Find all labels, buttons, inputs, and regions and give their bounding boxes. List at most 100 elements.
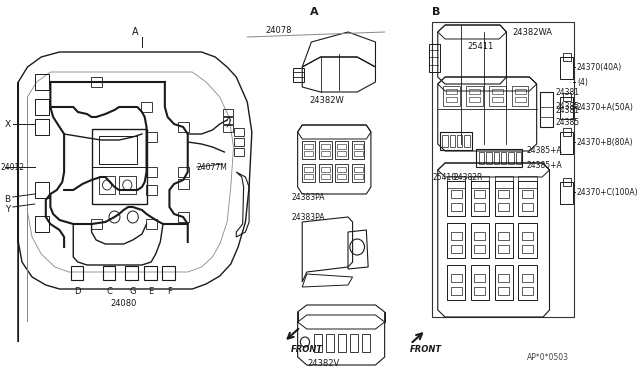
Bar [465,135,470,147]
Bar [353,144,363,149]
Bar [91,219,102,229]
Bar [474,232,485,240]
Bar [451,245,461,253]
Bar [495,181,513,216]
Bar [474,190,485,198]
Bar [234,138,244,146]
Text: 24077M: 24077M [197,163,228,171]
Bar [353,167,363,172]
Bar [35,99,49,115]
Bar [563,53,570,61]
Bar [495,223,513,258]
Bar [337,174,346,179]
Bar [146,185,157,195]
Bar [561,182,573,204]
Bar [479,152,484,164]
Bar [353,174,363,179]
Text: X: X [4,119,11,128]
Bar [471,176,489,188]
Bar [518,265,537,300]
Bar [429,44,440,72]
Text: 24382R: 24382R [453,173,483,182]
Bar [337,151,346,156]
Bar [451,203,461,211]
Bar [522,274,533,282]
Bar [119,176,136,194]
Bar [486,152,492,164]
Text: Y: Y [4,205,10,214]
Bar [446,97,457,102]
Bar [466,86,483,106]
Text: 24385: 24385 [556,102,580,110]
Bar [540,92,553,127]
Bar [561,97,573,119]
Bar [35,119,49,135]
Bar [146,167,157,177]
Text: A: A [310,7,318,17]
Bar [337,167,346,172]
Bar [522,245,533,253]
Bar [146,219,157,229]
Bar [234,128,244,136]
Text: 24382W: 24382W [310,96,344,105]
Bar [141,102,152,112]
Text: 24012: 24012 [1,163,25,171]
Bar [304,151,313,156]
Bar [35,216,49,232]
Bar [447,265,465,300]
Bar [561,132,573,154]
Text: A: A [132,27,139,37]
Bar [451,232,461,240]
Bar [495,176,513,188]
Bar [508,152,514,164]
Bar [563,178,570,186]
Text: 24382WA: 24382WA [513,28,553,36]
Bar [304,167,313,172]
Bar [338,334,346,352]
Bar [178,167,189,177]
Bar [125,266,138,280]
Bar [432,22,574,317]
Bar [321,151,330,156]
Bar [501,152,506,164]
Bar [337,144,346,149]
Text: 25411: 25411 [467,42,493,51]
Bar [351,141,365,159]
Bar [471,181,489,216]
Text: 24370(40A): 24370(40A) [577,62,622,71]
Bar [474,274,485,282]
Bar [469,97,480,102]
Bar [498,245,509,253]
Bar [321,174,330,179]
Bar [70,266,83,280]
Text: C: C [107,288,113,296]
Text: 24385+A: 24385+A [527,160,563,170]
Text: 24385+A: 24385+A [527,145,563,154]
Bar [447,223,465,258]
Bar [450,135,455,147]
Bar [563,128,570,136]
Bar [321,144,330,149]
Bar [293,68,304,82]
Bar [178,212,189,222]
Bar [492,97,503,102]
Bar [457,135,463,147]
Bar [476,149,522,167]
Text: 24078: 24078 [266,26,292,35]
Bar [302,164,315,182]
Bar [522,203,533,211]
Text: 25410: 25410 [432,173,456,182]
Bar [223,117,232,124]
Bar [444,86,460,106]
Text: F: F [167,288,172,296]
Bar [518,223,537,258]
Bar [35,182,49,198]
Bar [522,232,533,240]
Bar [350,334,358,352]
Bar [563,93,570,101]
Bar [451,287,461,295]
Bar [498,203,509,211]
Bar [319,141,332,159]
Text: FRONT: FRONT [410,346,442,355]
Bar [35,74,49,90]
